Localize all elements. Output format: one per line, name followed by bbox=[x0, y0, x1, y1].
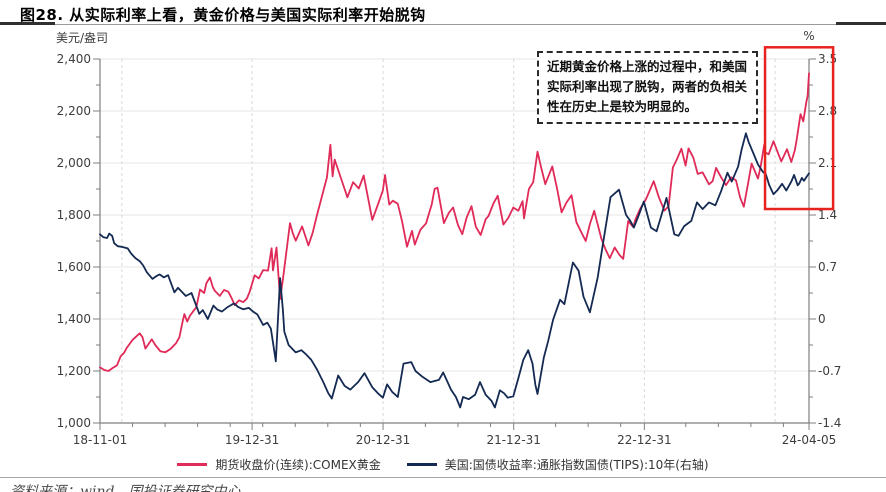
svg-text:18-11-01: 18-11-01 bbox=[73, 433, 127, 447]
svg-text:1.4: 1.4 bbox=[818, 208, 837, 222]
svg-text:1,800: 1,800 bbox=[57, 208, 91, 222]
chart-svg: 1,000 1,200 1,400 1,600 1,800 2,000 2,200 2,400… bbox=[56, 29, 841, 447]
annotation-text: 近期黄金价格上涨的过程中，和美国实际利率出现了脱钩，两者的负相关性在历史上是较为… bbox=[547, 59, 748, 114]
svg-text:1,200: 1,200 bbox=[57, 364, 91, 378]
svg-text:0: 0 bbox=[818, 312, 826, 326]
figure-title: 图28. 从实际利率上看，黄金价格与美国实际利率开始脱钩 bbox=[20, 6, 426, 24]
svg-text:20-12-31: 20-12-31 bbox=[356, 433, 410, 447]
footer-rule bbox=[0, 477, 886, 478]
annotation-box: 近期黄金价格上涨的过程中，和美国实际利率出现了脱钩，两者的负相关性在历史上是较为… bbox=[537, 51, 758, 124]
svg-text:美元/盎司: 美元/盎司 bbox=[56, 31, 108, 45]
legend-item-tips: 美国:国债收益率:通胀指数国债(TIPS):10年(右轴) bbox=[406, 456, 709, 473]
svg-text:1,000: 1,000 bbox=[57, 416, 91, 430]
legend-item-gold: 期货收盘价(连续):COMEX黄金 bbox=[177, 456, 381, 473]
svg-text:-0.7: -0.7 bbox=[818, 364, 841, 378]
svg-text:2,200: 2,200 bbox=[57, 104, 91, 118]
svg-text:0.7: 0.7 bbox=[818, 260, 837, 274]
legend-label-gold: 期货收盘价(连续):COMEX黄金 bbox=[215, 458, 381, 472]
header-rule bbox=[0, 24, 886, 25]
legend: 期货收盘价(连续):COMEX黄金 美国:国债收益率:通胀指数国债(TIPS):… bbox=[0, 456, 886, 473]
legend-label-tips: 美国:国债收益率:通胀指数国债(TIPS):10年(右轴) bbox=[444, 458, 709, 472]
svg-text:22-12-31: 22-12-31 bbox=[617, 433, 671, 447]
header-rule-left-accent bbox=[0, 22, 55, 25]
legend-swatch-1 bbox=[406, 463, 437, 466]
svg-text:1,600: 1,600 bbox=[57, 260, 91, 274]
source-note: 资料来源：wind，国投证券研究中心 bbox=[10, 484, 241, 492]
svg-text:%: % bbox=[803, 29, 814, 43]
svg-text:2,000: 2,000 bbox=[57, 156, 91, 170]
header-rule-right-accent bbox=[836, 22, 886, 25]
svg-text:-1.4: -1.4 bbox=[818, 416, 841, 430]
legend-swatch-0 bbox=[177, 463, 208, 466]
svg-text:21-12-31: 21-12-31 bbox=[486, 433, 540, 447]
svg-text:1,400: 1,400 bbox=[57, 312, 91, 326]
svg-text:2,400: 2,400 bbox=[57, 52, 91, 66]
svg-text:19-12-31: 19-12-31 bbox=[225, 433, 279, 447]
svg-text:24-04-05: 24-04-05 bbox=[782, 433, 836, 447]
